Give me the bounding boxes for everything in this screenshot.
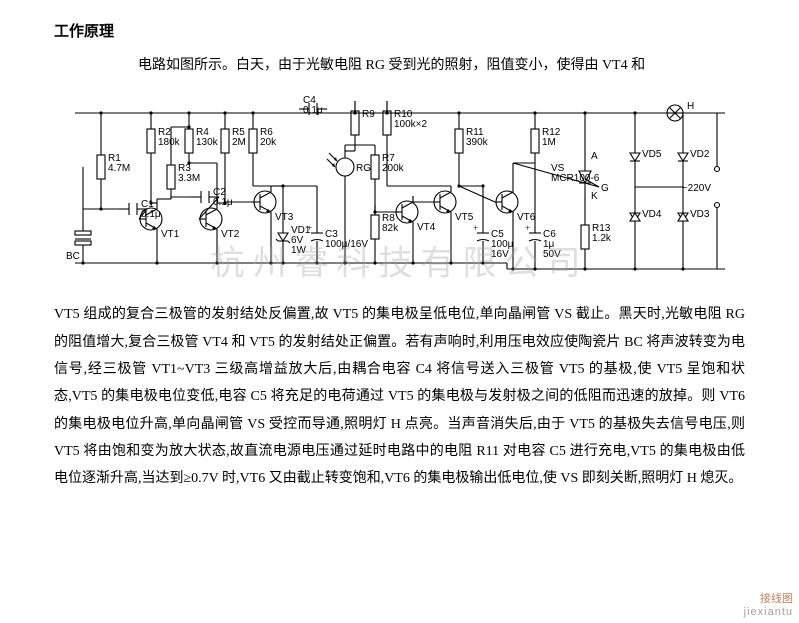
body-text: VT5 组成的复合三极管的发射结处反偏置,故 VT5 的集电极呈低电位,单向晶闸… xyxy=(54,301,745,492)
svg-text:16V: 16V xyxy=(491,249,509,260)
svg-text:G: G xyxy=(601,183,609,194)
svg-text:~220V: ~220V xyxy=(681,183,711,194)
section-title: 工作原理 xyxy=(54,20,745,41)
svg-text:R9: R9 xyxy=(362,109,375,120)
svg-text:VD5: VD5 xyxy=(642,149,662,160)
svg-text:130k: 130k xyxy=(196,137,219,148)
svg-text:VT1: VT1 xyxy=(161,229,180,240)
svg-text:100k×2: 100k×2 xyxy=(394,119,428,130)
svg-text:1W: 1W xyxy=(291,245,307,256)
svg-text:MCR100-6: MCR100-6 xyxy=(551,173,600,184)
svg-text:3.3M: 3.3M xyxy=(178,173,200,184)
svg-text:82k: 82k xyxy=(382,223,399,234)
svg-text:100μ/16V: 100μ/16V xyxy=(325,239,368,250)
svg-text:VD3: VD3 xyxy=(690,209,710,220)
svg-text:2M: 2M xyxy=(232,137,246,148)
svg-text:180k: 180k xyxy=(158,137,181,148)
svg-text:+: + xyxy=(307,223,312,233)
svg-text:+: + xyxy=(473,223,478,233)
brand-cn: 接线图 xyxy=(744,593,793,606)
circuit-diagram: C40.1μR9R10100k×2HBCR14.7MC10.1μR2180kVT… xyxy=(55,87,745,287)
brand-en: jiexiantu xyxy=(744,606,793,619)
svg-text:VD4: VD4 xyxy=(642,209,662,220)
intro-line: 电路如图所示。白天，由于光敏电阻 RG 受到光的照射，阻值变小，使得由 VT4 … xyxy=(54,55,745,77)
svg-text:+: + xyxy=(525,223,530,233)
svg-text:H: H xyxy=(687,101,694,112)
svg-text:200k: 200k xyxy=(382,163,405,174)
svg-text:1.2k: 1.2k xyxy=(592,233,612,244)
svg-text:4.7M: 4.7M xyxy=(108,163,130,174)
svg-text:VT5: VT5 xyxy=(455,212,474,223)
svg-text:1M: 1M xyxy=(542,137,556,148)
svg-text:RG: RG xyxy=(356,163,371,174)
svg-text:VT6: VT6 xyxy=(517,212,536,223)
svg-text:VT4: VT4 xyxy=(417,222,436,233)
svg-text:VD2: VD2 xyxy=(690,149,710,160)
svg-text:VT3: VT3 xyxy=(275,212,294,223)
svg-text:A: A xyxy=(591,151,598,162)
svg-text:50V: 50V xyxy=(543,249,561,260)
svg-text:0.1μ: 0.1μ xyxy=(303,105,323,116)
paragraph: VT5 组成的复合三极管的发射结处反偏置,故 VT5 的集电极呈低电位,单向晶闸… xyxy=(54,301,745,492)
svg-text:0.1μ: 0.1μ xyxy=(213,197,233,208)
svg-text:390k: 390k xyxy=(466,137,489,148)
svg-text:K: K xyxy=(591,191,598,202)
svg-text:20k: 20k xyxy=(260,137,277,148)
svg-text:BC: BC xyxy=(66,251,80,262)
svg-text:VT2: VT2 xyxy=(221,229,240,240)
brand-mark: 接线图 jiexiantu xyxy=(744,593,793,619)
